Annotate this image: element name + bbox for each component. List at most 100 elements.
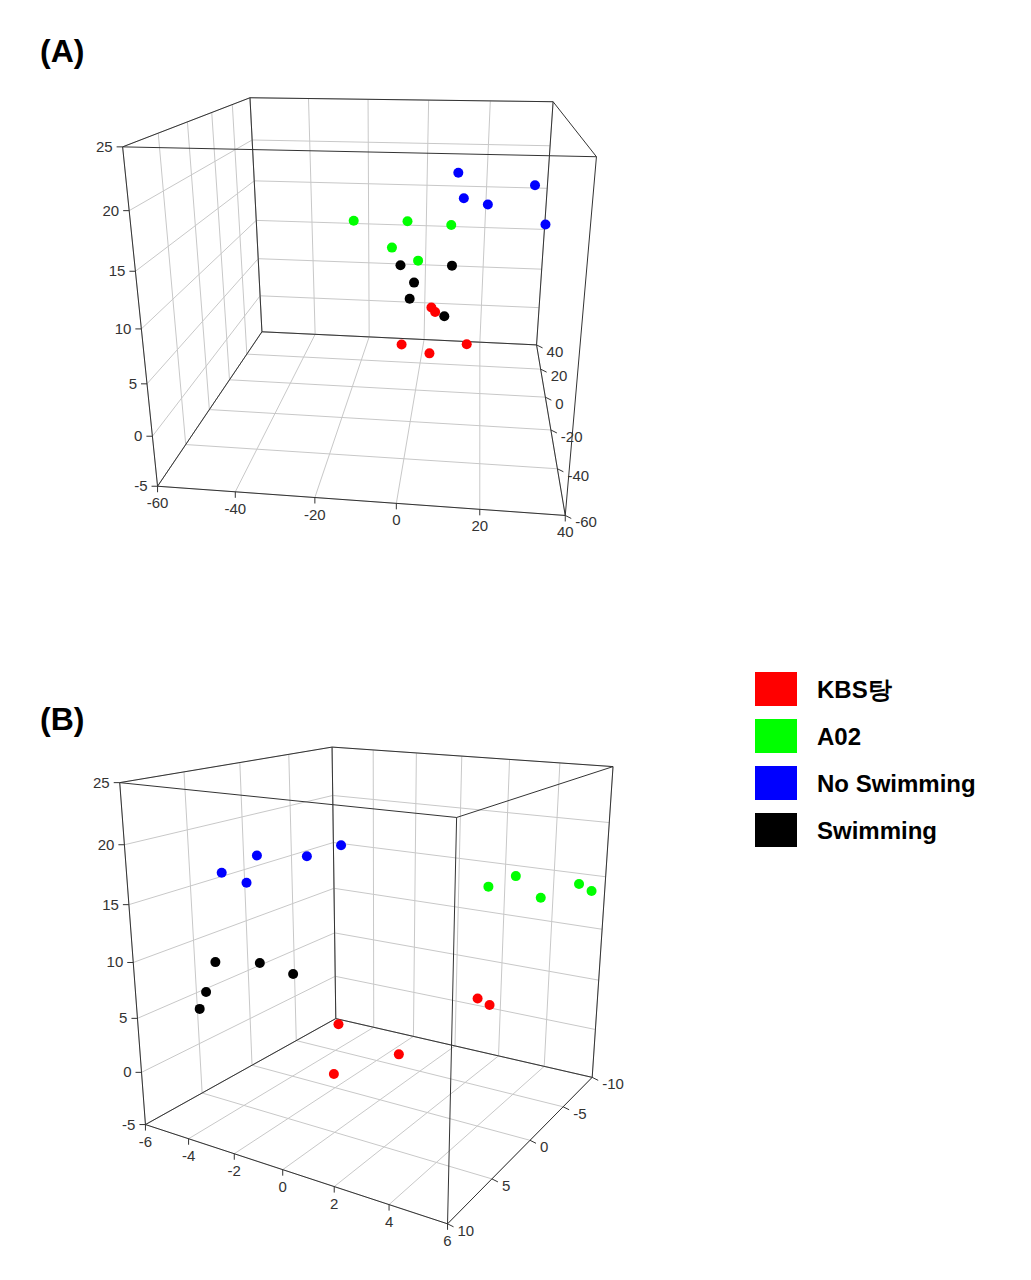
grid-line <box>448 767 613 1224</box>
axis-domain <box>537 102 554 345</box>
grid-line <box>135 181 547 271</box>
x-tick-label: 40 <box>557 523 574 540</box>
x-tick <box>282 1170 283 1176</box>
point <box>387 243 397 253</box>
x-tick-label: 0 <box>279 1178 287 1195</box>
point <box>485 1000 495 1010</box>
legend-label: A02 <box>817 723 861 750</box>
panel: -6-4-20246-10-50510-50510152025(B)KBS탕A0… <box>40 672 976 1249</box>
z-tick <box>139 1124 145 1125</box>
x-tick <box>389 1205 390 1211</box>
axis-domain <box>448 1077 593 1223</box>
point <box>574 879 584 889</box>
y-tick <box>530 1140 536 1143</box>
grid-line <box>124 795 609 844</box>
point <box>536 893 546 903</box>
axis-domain <box>250 98 262 332</box>
x-tick <box>234 1154 235 1160</box>
point <box>329 1069 339 1079</box>
grid-line <box>332 747 592 1077</box>
grid-line <box>129 140 550 211</box>
point <box>302 851 312 861</box>
axis-domain <box>120 747 332 783</box>
z-tick <box>135 328 141 329</box>
x-tick-label: -40 <box>224 500 246 517</box>
z-tick-label: 20 <box>98 836 115 853</box>
legend: KBS탕A02No SwimmingSwimming <box>755 672 976 847</box>
z-tick-label: 5 <box>129 375 137 392</box>
y-tick-label: -40 <box>567 467 589 484</box>
x-tick-label: -4 <box>182 1147 195 1164</box>
x-tick <box>188 1139 189 1145</box>
y-tick-label: -10 <box>602 1075 624 1092</box>
point <box>402 216 412 226</box>
point <box>217 868 227 878</box>
z-tick-label: 25 <box>96 138 113 155</box>
x-tick <box>314 498 315 504</box>
y-tick <box>563 1107 569 1110</box>
point <box>394 1049 404 1059</box>
point <box>397 340 407 350</box>
legend-swatch <box>755 766 797 800</box>
y-tick <box>537 345 543 348</box>
axis-domain <box>123 147 597 157</box>
grid-line <box>120 783 448 1224</box>
legend-label: KBS탕 <box>817 676 892 703</box>
legend-swatch <box>755 813 797 847</box>
x-tick-label: -6 <box>139 1133 152 1150</box>
z-tick <box>141 383 147 384</box>
chart-root: -60-40-2002040-60-40-2002040-50510152025… <box>0 0 1031 1280</box>
z-tick <box>152 486 158 487</box>
z-tick <box>127 962 133 963</box>
y-tick <box>541 369 547 372</box>
z-tick-label: 5 <box>119 1009 127 1026</box>
point <box>446 220 456 230</box>
panel: -60-40-2002040-60-40-2002040-50510152025… <box>40 33 597 540</box>
z-tick-label: 10 <box>115 320 132 337</box>
y-tick <box>592 1077 598 1080</box>
axis-domain <box>332 747 336 1018</box>
point <box>210 957 220 967</box>
z-tick <box>114 782 120 783</box>
point <box>424 348 434 358</box>
point <box>530 180 540 190</box>
point <box>511 871 521 881</box>
grid-line <box>283 756 462 1170</box>
y-tick <box>545 397 551 400</box>
y-tick <box>557 469 563 472</box>
grid <box>123 98 566 516</box>
grid-line <box>235 99 315 492</box>
grid-line <box>142 976 596 1072</box>
y-tick <box>448 1224 454 1227</box>
ticks: -60-40-2002040-60-40-2002040-50510152025 <box>96 138 597 541</box>
axis-domain <box>123 147 158 486</box>
grid-line <box>133 888 602 962</box>
point <box>409 278 419 288</box>
x-tick <box>334 1187 335 1193</box>
point <box>349 216 359 226</box>
axis-domain <box>123 98 250 147</box>
x-tick-label: -60 <box>147 494 169 511</box>
point <box>195 1004 205 1014</box>
axis-domain <box>332 747 613 767</box>
point <box>473 994 483 1004</box>
x-tick-label: 6 <box>443 1232 451 1249</box>
grid-line <box>129 843 606 905</box>
grid-line <box>289 754 563 1106</box>
z-tick <box>129 271 135 272</box>
x-tick <box>396 503 397 509</box>
x-tick-label: 2 <box>330 1195 338 1212</box>
panel-title: (A) <box>40 33 84 69</box>
y-tick <box>551 430 557 433</box>
x-tick <box>479 509 480 515</box>
axis-domain <box>145 1125 447 1224</box>
box <box>120 747 613 1224</box>
axis-domain <box>250 98 553 102</box>
z-tick-label: 15 <box>109 262 126 279</box>
x-tick-label: 0 <box>392 511 400 528</box>
y-tick-label: 5 <box>502 1177 510 1194</box>
axis-domain <box>448 817 457 1223</box>
z-tick <box>136 1072 142 1073</box>
point <box>540 219 550 229</box>
point <box>333 1019 343 1029</box>
